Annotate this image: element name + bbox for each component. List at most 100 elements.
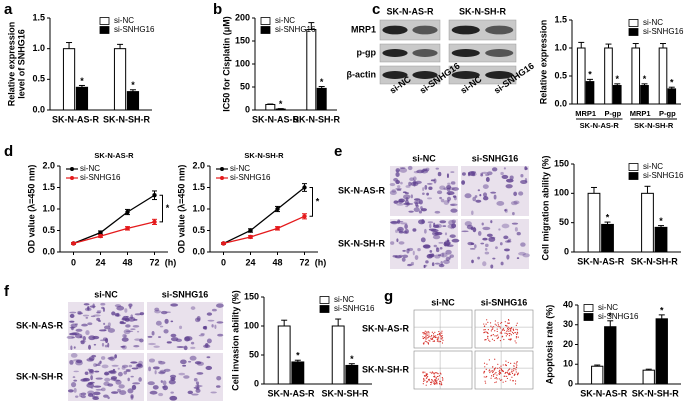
event-dot xyxy=(440,380,442,383)
event-dot xyxy=(432,340,434,342)
point xyxy=(275,226,280,231)
event-dot xyxy=(512,331,514,333)
image-row-label: SK-N-SH-R xyxy=(362,364,409,374)
cell-stain xyxy=(403,202,410,206)
event-dot xyxy=(515,369,517,371)
event-dot xyxy=(435,376,437,379)
cell-stain xyxy=(395,172,400,177)
cell-stain xyxy=(520,179,528,184)
cell-stain xyxy=(392,255,398,258)
y-tick-label: 2.0 xyxy=(192,160,205,170)
event-dot xyxy=(497,334,499,336)
blot-band xyxy=(451,49,480,57)
cell-stain xyxy=(482,184,489,189)
event-dot xyxy=(435,335,437,337)
cell-stain xyxy=(100,356,106,360)
event-dot xyxy=(487,329,489,331)
cell-stain xyxy=(138,377,142,382)
cell-stain xyxy=(178,372,186,376)
cell-stain xyxy=(426,192,429,196)
cell-stain xyxy=(86,383,95,388)
cell-stain xyxy=(119,390,127,396)
x-tick-label: 24 xyxy=(245,257,255,267)
cell-stain xyxy=(424,228,427,234)
event-dot xyxy=(501,332,503,334)
cell-stain xyxy=(413,207,420,213)
cell-stain xyxy=(148,358,156,363)
event-dot xyxy=(510,362,512,364)
cell-stain xyxy=(118,384,125,389)
event-dot xyxy=(430,372,433,374)
cell-stain xyxy=(80,378,88,382)
cell-stain xyxy=(195,388,201,393)
bar xyxy=(640,85,649,105)
event-dot xyxy=(433,383,436,385)
point xyxy=(302,214,307,219)
event-dot xyxy=(510,330,512,332)
event-dot xyxy=(436,340,439,342)
cell-stain xyxy=(163,368,171,372)
event-dot xyxy=(439,334,441,336)
cell-stain xyxy=(70,323,78,328)
cell-stain xyxy=(190,346,196,350)
event-dot xyxy=(425,336,427,338)
cell-stain xyxy=(431,262,435,267)
cell-stain xyxy=(429,223,432,229)
cell-stain xyxy=(464,193,472,199)
cell-stain xyxy=(182,364,187,367)
cell-stain xyxy=(160,380,163,383)
event-dot xyxy=(441,332,443,334)
event-dot xyxy=(490,330,492,332)
event-dot xyxy=(505,364,508,367)
cell-stain xyxy=(216,376,222,381)
cell-stain xyxy=(390,241,395,245)
event-dot xyxy=(440,336,442,338)
cell-stain xyxy=(168,379,176,385)
cell-stain xyxy=(410,194,414,199)
cell-stain xyxy=(397,185,401,189)
cell-stain xyxy=(170,303,179,307)
cell-stain xyxy=(96,311,101,314)
error-bar xyxy=(659,43,666,48)
cell-stain xyxy=(416,169,425,174)
cell-stain xyxy=(490,191,497,194)
event-dot xyxy=(515,366,518,368)
event-dot xyxy=(504,364,507,366)
y-axis-label: Cell invasion ability (%) xyxy=(230,290,240,391)
event-dot xyxy=(494,368,496,370)
y-tick-label: 1.5 xyxy=(192,182,205,192)
cell-stain xyxy=(160,310,168,315)
event-dot xyxy=(494,373,496,375)
event-dot xyxy=(487,332,489,334)
event-dot xyxy=(485,376,487,378)
event-dot xyxy=(431,379,433,381)
cell-stain xyxy=(390,220,399,225)
cell-stain xyxy=(524,177,528,183)
bar xyxy=(113,48,127,111)
cell-stain xyxy=(403,194,411,200)
panel-letter: f xyxy=(4,283,10,300)
error-bar xyxy=(607,320,614,327)
cell-stain xyxy=(482,226,491,231)
cell-stain xyxy=(73,359,80,362)
cell-stain xyxy=(114,354,117,359)
significance-star: * xyxy=(80,76,84,86)
cell-stain xyxy=(120,345,126,348)
event-dot xyxy=(423,380,425,382)
cell-stain xyxy=(461,172,466,176)
event-dot xyxy=(515,328,517,330)
event-dot xyxy=(514,368,516,370)
y-tick-label: 10 xyxy=(563,359,573,369)
event-dot xyxy=(507,370,509,372)
y-axis-label: IC50 for Cisplatin (μM) xyxy=(221,16,231,112)
cell-stain xyxy=(407,165,413,171)
bar xyxy=(275,108,286,111)
y-tick-label: 0.5 xyxy=(554,70,567,80)
cell-stain xyxy=(447,193,451,196)
cell-stain xyxy=(442,225,447,228)
event-dot xyxy=(434,375,436,377)
cell-stain xyxy=(101,306,105,310)
cell-stain xyxy=(396,200,404,203)
cell-stain xyxy=(107,328,116,333)
cell-stain xyxy=(434,262,440,265)
